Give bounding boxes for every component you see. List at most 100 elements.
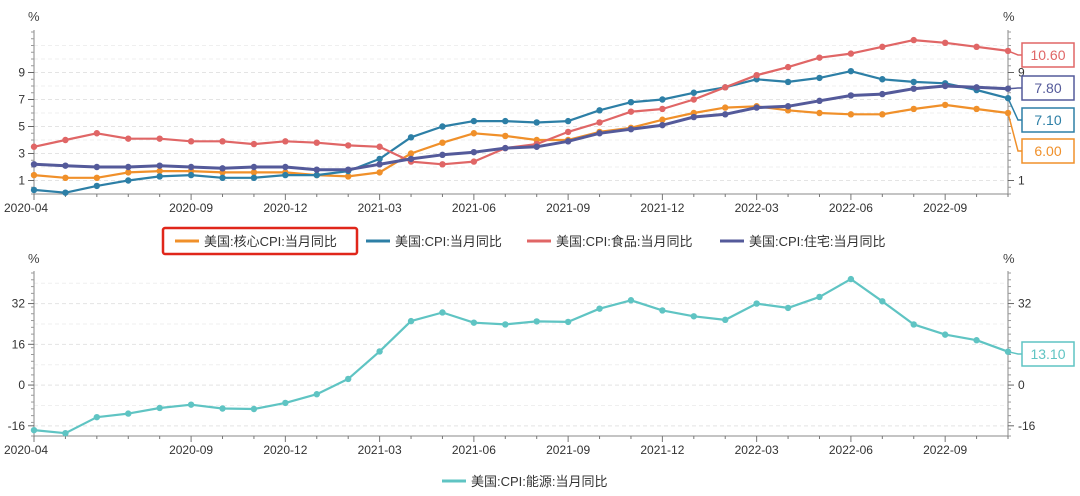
y-tick-label-left: 0 <box>18 378 25 392</box>
series-point-0 <box>439 139 446 146</box>
y-tick-label-left: 32 <box>12 297 26 311</box>
series-point-1 <box>313 171 320 179</box>
series-point-0 <box>156 404 163 412</box>
series-point-0 <box>659 307 666 314</box>
series-line-1 <box>33 70 1009 194</box>
series-point-0 <box>753 300 760 307</box>
legend-cpi[interactable]: 美国:CPI:当月同比 <box>366 234 502 249</box>
series-point-3 <box>910 85 917 92</box>
series-point-3 <box>879 90 886 98</box>
series-point-0 <box>659 116 666 123</box>
bottom-axes: -16 0 16 32 -16 0 32 2020-04 2020-09 2020-12 2021-… <box>4 271 1036 457</box>
bottom-left-unit: % <box>28 251 40 266</box>
series-point-0 <box>313 391 320 398</box>
series-point-3 <box>627 126 635 133</box>
x-tick-label: 2021-09 <box>546 201 590 215</box>
legend-energy-cpi-label: 美国:CPI:能源:当月同比 <box>471 474 608 489</box>
series-point-1 <box>596 107 603 114</box>
series-point-0 <box>564 318 572 326</box>
top-series <box>30 36 1012 196</box>
series-point-1 <box>470 117 478 125</box>
series-point-3 <box>93 163 101 171</box>
end-label-box <box>1021 75 1075 101</box>
y-tick-label-right: 0 <box>1018 378 1025 392</box>
series-point-1 <box>690 89 698 96</box>
y-tick-label-right: -16 <box>1018 419 1036 433</box>
series-point-2 <box>344 142 352 149</box>
series-point-2 <box>816 54 823 61</box>
series-point-0 <box>93 174 101 181</box>
series-point-2 <box>470 158 478 165</box>
series-point-3 <box>784 103 792 110</box>
series-point-0 <box>533 318 540 325</box>
series-point-2 <box>659 105 666 113</box>
series-point-0 <box>93 413 101 421</box>
y-tick-label-left: 7 <box>18 93 25 107</box>
series-point-3 <box>533 143 540 150</box>
series-point-0 <box>187 401 195 408</box>
series-point-3 <box>690 113 698 121</box>
series-point-3 <box>156 162 163 169</box>
legend-highlight-box <box>161 226 359 256</box>
x-tick-label: 2021-12 <box>640 201 684 215</box>
series-point-0 <box>250 169 258 176</box>
legend-food-cpi[interactable]: 美国:CPI:食品:当月同比 <box>527 234 693 249</box>
series-point-2 <box>93 130 101 137</box>
end-label-box <box>1021 42 1075 68</box>
series-point-2 <box>250 140 258 148</box>
series-point-0 <box>344 375 352 383</box>
y-tick-label-left: 3 <box>18 147 25 161</box>
series-point-3 <box>344 166 352 173</box>
series-point-1 <box>847 67 855 75</box>
series-point-3 <box>973 84 980 91</box>
legend-core-cpi[interactable]: 美国:核心CPI:当月同比 <box>175 234 337 249</box>
bottom-grid <box>34 282 1008 427</box>
series-point-2 <box>564 128 572 136</box>
series-point-0 <box>376 348 383 355</box>
series-point-3 <box>439 151 446 159</box>
series-point-3 <box>753 104 760 111</box>
series-point-0 <box>502 321 509 328</box>
series-point-2 <box>376 143 383 150</box>
bottom-end-labels: 13.10 <box>1007 341 1075 367</box>
legend-core-cpi-label: 美国:核心CPI:当月同比 <box>204 234 337 249</box>
series-point-2 <box>187 138 195 145</box>
series-point-2 <box>30 143 38 150</box>
x-tick-label: 2020-12 <box>263 443 307 457</box>
x-tick-label: 2020-09 <box>169 201 213 215</box>
series-point-0 <box>973 105 980 113</box>
top-right-unit: % <box>1003 9 1015 24</box>
series-point-2 <box>690 96 698 103</box>
x-tick-label: 2021-03 <box>358 201 402 215</box>
y-tick-label-left: 16 <box>12 337 26 351</box>
end-label-value: 13.10 <box>1030 346 1065 362</box>
y-tick-label-right: 1 <box>1018 174 1025 188</box>
series-point-2 <box>784 63 792 71</box>
top-grid <box>34 45 1008 181</box>
top-end-labels: 10.60 7.80 7.10 6.00 <box>1007 42 1075 164</box>
end-label-leader <box>1007 350 1022 355</box>
end-label-box <box>1021 341 1075 367</box>
series-point-1 <box>250 174 258 181</box>
series-point-3 <box>722 111 729 118</box>
series-point-0 <box>847 275 855 283</box>
x-tick-label: 2022-09 <box>923 201 967 215</box>
legend-housing-cpi[interactable]: 美国:CPI:住宅:当月同比 <box>720 234 886 249</box>
series-point-3 <box>250 163 258 171</box>
series-point-0 <box>816 293 823 301</box>
series-point-3 <box>470 148 478 156</box>
series-point-0 <box>910 105 917 113</box>
series-point-0 <box>344 173 352 180</box>
series-point-0 <box>439 309 446 316</box>
series-point-0 <box>973 337 980 344</box>
top-axes: 1 3 5 7 9 1 9 2020-04 2020-09 2020-12 2021-03 2021-… <box>4 30 1025 215</box>
x-tick-label: 2022-03 <box>735 443 779 457</box>
legend-energy-cpi[interactable]: 美国:CPI:能源:当月同比 <box>442 474 608 489</box>
series-point-0 <box>407 317 415 325</box>
series-point-3 <box>816 97 823 105</box>
series-line-0 <box>33 103 1009 179</box>
series-point-0 <box>941 331 949 338</box>
series-point-1 <box>282 171 289 179</box>
end-label-value: 6.00 <box>1034 143 1061 159</box>
series-point-2 <box>847 50 855 57</box>
